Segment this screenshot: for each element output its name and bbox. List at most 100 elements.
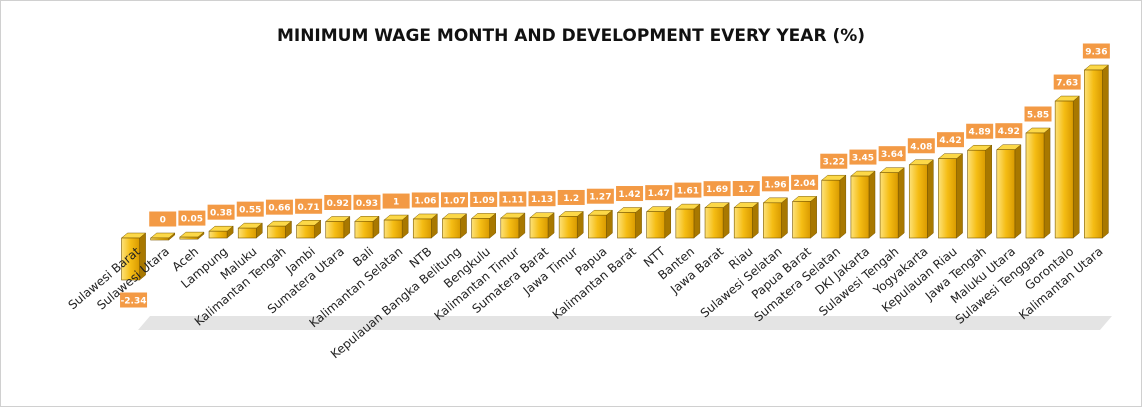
- value-label-box: [906, 137, 936, 155]
- bar-side: [1014, 144, 1022, 239]
- bar: [558, 216, 578, 239]
- bar: [150, 237, 170, 241]
- value-label: 1.96: [764, 180, 786, 190]
- value-label: 0.93: [356, 199, 378, 209]
- value-label-box: [644, 184, 674, 202]
- value-label-box: [585, 187, 615, 205]
- value-label-box: [498, 190, 528, 208]
- value-label: 1.11: [502, 196, 524, 206]
- bar: [908, 164, 928, 239]
- bar-side: [693, 203, 701, 239]
- bar: [646, 211, 666, 239]
- bar: [471, 218, 491, 239]
- bar-side: [927, 159, 934, 239]
- bar-side: [839, 174, 847, 239]
- value-label: 0.71: [297, 203, 319, 213]
- value-label: 0.55: [239, 206, 261, 216]
- value-label-box: [819, 152, 849, 170]
- value-label-box: [994, 122, 1024, 140]
- bar: [296, 224, 315, 239]
- bar: [383, 219, 403, 239]
- value-label-box: [323, 193, 353, 211]
- value-label: 4.92: [998, 127, 1020, 137]
- value-label-box: [935, 131, 965, 149]
- value-label: 3.22: [823, 158, 845, 168]
- bar-side: [985, 144, 992, 239]
- bar-side: [1043, 127, 1051, 239]
- value-label: 1.61: [677, 187, 699, 197]
- value-label: 1.42: [618, 190, 640, 200]
- bar: [1025, 132, 1045, 239]
- value-label-box: [615, 185, 645, 203]
- bar: [1084, 69, 1103, 239]
- bar: [617, 212, 636, 239]
- bar: [237, 227, 257, 239]
- bar-side: [956, 153, 963, 239]
- value-label-box: [1052, 73, 1082, 91]
- bar-side: [664, 206, 672, 239]
- floor: [138, 316, 1112, 330]
- bar: [675, 208, 695, 239]
- value-label-box: [848, 148, 878, 166]
- value-label: 3.45: [852, 154, 874, 164]
- value-label-box: [673, 181, 703, 199]
- chart-title: MINIMUM WAGE MONTH AND DEVELOPMENT EVERY…: [277, 26, 865, 46]
- bar-side: [1102, 64, 1109, 239]
- value-label-box: [294, 197, 324, 215]
- bar: [121, 237, 140, 281]
- value-label: 1: [393, 198, 399, 208]
- value-label-box: [264, 198, 294, 216]
- value-label: 4.42: [939, 136, 961, 146]
- value-label-box: [1081, 42, 1111, 60]
- bar: [996, 149, 1016, 239]
- bar: [879, 172, 899, 239]
- bar-side: [722, 202, 730, 239]
- value-label: 0.92: [327, 199, 349, 209]
- bar: [354, 221, 374, 239]
- value-label: 1.06: [414, 196, 436, 206]
- value-label: 0.66: [268, 204, 290, 214]
- value-label: 4.08: [910, 142, 932, 152]
- bar: [938, 158, 957, 239]
- value-label: 0: [160, 216, 166, 226]
- value-label-box: [469, 190, 499, 208]
- bar: [208, 230, 228, 239]
- value-label-box: [1023, 105, 1053, 123]
- bar: [821, 179, 841, 239]
- value-label: 1.69: [706, 185, 728, 195]
- value-label-box: [731, 179, 761, 197]
- value-label: 5.85: [1027, 111, 1049, 121]
- value-label-box: [119, 291, 149, 309]
- bar: [850, 175, 870, 239]
- value-label-box: [235, 200, 265, 218]
- bar: [442, 218, 461, 239]
- value-label-box: [206, 203, 236, 221]
- value-label: 4.89: [969, 128, 991, 138]
- value-label-box: [381, 192, 411, 210]
- bar: [967, 149, 987, 239]
- value-label: 2.04: [793, 179, 815, 189]
- value-label-box: [760, 175, 790, 193]
- bar-side: [897, 167, 905, 239]
- value-label-box: [790, 173, 820, 191]
- value-label-box: [177, 209, 207, 227]
- value-label-box: [439, 191, 469, 209]
- value-label: 3.64: [881, 150, 903, 160]
- value-label: 1.07: [443, 196, 465, 206]
- bar: [325, 221, 345, 239]
- value-label: -2.34: [121, 297, 147, 307]
- value-label-box: [965, 122, 995, 140]
- bar-side: [781, 197, 788, 239]
- value-label: 1.7: [738, 185, 754, 195]
- bar-side: [1072, 95, 1080, 239]
- bar: [792, 201, 811, 239]
- bar: [412, 218, 432, 239]
- value-label-box: [556, 188, 586, 206]
- value-label-box: [877, 145, 907, 163]
- value-label-box: [352, 193, 382, 211]
- value-label: 9.36: [1085, 48, 1107, 58]
- value-label: 1.27: [589, 193, 611, 203]
- value-label-box: [410, 191, 440, 209]
- value-label: 0.38: [210, 209, 232, 219]
